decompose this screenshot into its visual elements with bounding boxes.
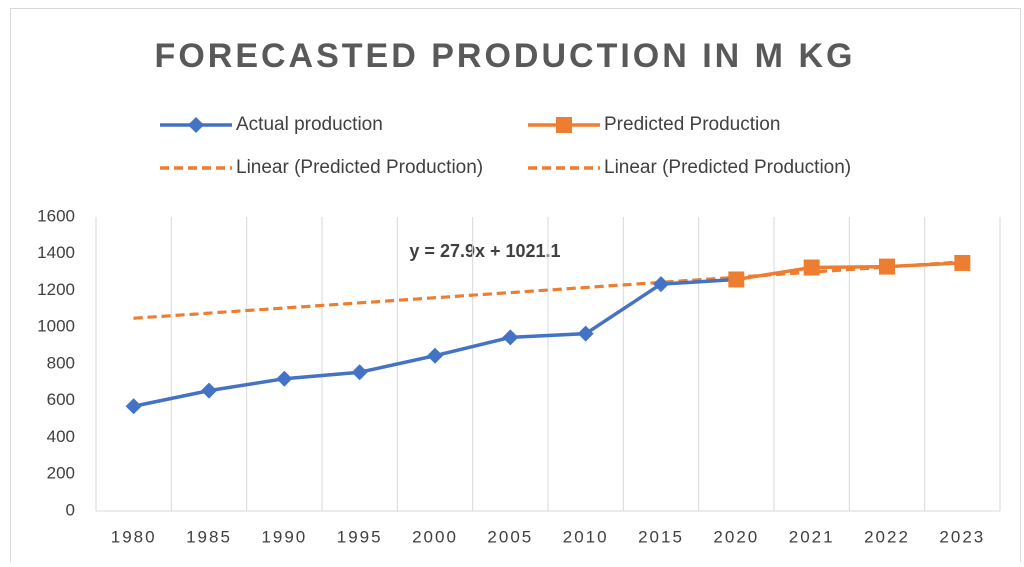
y-tick-label: 0 [66,500,75,519]
legend-label: Actual production [236,114,383,135]
y-tick-label: 600 [47,390,75,409]
legend-label: Linear (Predicted Production) [236,157,483,178]
trendline-equation: y = 27.9x + 1021.1 [409,241,560,261]
y-tick-label: 1000 [37,317,75,336]
x-tick-label: 1985 [186,527,232,546]
legend-label: Predicted Production [604,114,780,135]
marker [276,370,293,387]
marker [351,364,368,381]
marker [879,258,895,275]
marker [577,325,594,342]
x-tick-label: 2021 [789,527,835,546]
legend-label: Linear (Predicted Production) [604,157,851,178]
series-line [736,261,963,282]
x-tick-label: 2022 [864,527,910,546]
x-tick-label: 2020 [713,527,759,546]
marker [502,329,519,346]
x-tick-label: 1995 [337,527,383,546]
y-tick-label: 800 [47,353,75,372]
x-tick-label: 1990 [261,527,307,546]
marker [427,347,443,364]
y-tick-label: 400 [47,427,75,446]
marker [125,398,142,415]
x-tick-label: 2023 [939,527,985,546]
y-tick-label: 1400 [37,243,75,262]
marker [954,254,971,271]
x-tick-label: 1980 [111,527,157,546]
marker [728,271,745,288]
x-tick-label: 2000 [412,527,458,546]
marker [201,382,217,399]
marker [653,276,669,293]
trendline [133,260,963,320]
y-tick-label: 1600 [37,206,75,225]
x-tick-label: 2010 [563,527,609,546]
legend-marker [188,117,204,133]
legend-marker [556,117,572,133]
marker [803,259,820,276]
chart-title: FORECASTED PRODUCTION IN M KG [155,37,856,75]
y-tick-label: 200 [47,464,75,483]
x-tick-label: 2015 [638,527,684,546]
y-tick-label: 1200 [37,280,75,299]
chart-border [10,8,1021,567]
x-tick-label: 2005 [487,527,533,546]
